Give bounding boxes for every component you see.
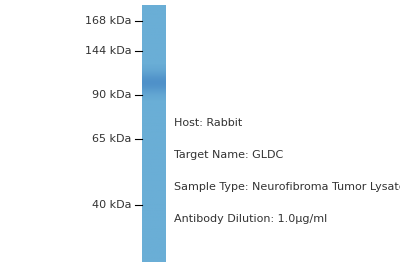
Text: 40 kDa: 40 kDa (92, 200, 132, 210)
Text: 65 kDa: 65 kDa (92, 134, 132, 144)
Text: Antibody Dilution: 1.0µg/ml: Antibody Dilution: 1.0µg/ml (174, 214, 327, 224)
Text: 90 kDa: 90 kDa (92, 90, 132, 100)
Text: Target Name: GLDC: Target Name: GLDC (174, 150, 283, 160)
Text: 168 kDa: 168 kDa (85, 16, 132, 26)
Text: Host: Rabbit: Host: Rabbit (174, 118, 242, 128)
Text: Sample Type: Neurofibroma Tumor Lysate: Sample Type: Neurofibroma Tumor Lysate (174, 182, 400, 192)
Text: 144 kDa: 144 kDa (85, 46, 132, 57)
